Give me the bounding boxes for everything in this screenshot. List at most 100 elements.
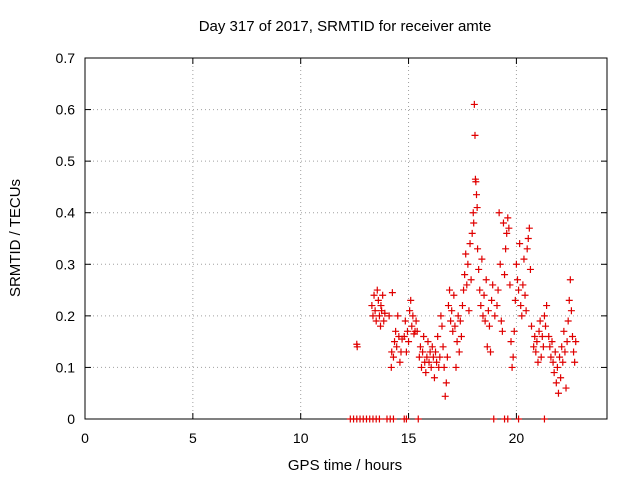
data-point <box>377 322 385 330</box>
data-point <box>473 204 481 212</box>
data-point <box>513 276 521 284</box>
data-point <box>499 219 507 227</box>
data-point <box>533 338 541 346</box>
data-point <box>504 214 512 222</box>
data-point <box>430 374 438 382</box>
data-point <box>484 307 492 315</box>
data-point <box>387 363 395 371</box>
data-point <box>461 271 469 279</box>
data-point <box>478 255 486 263</box>
data-point <box>552 379 560 387</box>
data-point <box>439 343 447 351</box>
data-point <box>389 353 397 361</box>
data-point <box>455 348 463 356</box>
data-point <box>423 353 431 361</box>
data-point <box>405 338 413 346</box>
data-point <box>402 415 410 423</box>
data-point <box>507 338 515 346</box>
x-tick-label: 15 <box>401 430 417 446</box>
data-point <box>419 348 427 356</box>
data-point <box>453 338 461 346</box>
data-point <box>494 286 502 294</box>
data-point <box>442 379 450 387</box>
y-tick-label: 0.4 <box>56 205 76 221</box>
data-point <box>561 348 569 356</box>
data-point <box>391 338 399 346</box>
data-point <box>549 358 557 366</box>
data-point <box>373 286 381 294</box>
data-point <box>463 281 471 289</box>
data-point <box>550 369 558 377</box>
data-point <box>392 327 400 335</box>
data-point <box>458 302 466 310</box>
data-point <box>380 317 388 325</box>
data-point <box>559 358 567 366</box>
data-point <box>557 374 565 382</box>
y-tick-label: 0.3 <box>56 256 76 272</box>
data-point <box>565 296 573 304</box>
data-point <box>449 327 457 335</box>
chart-title: Day 317 of 2017, SRMTID for receiver amt… <box>199 18 492 35</box>
data-point <box>433 358 441 366</box>
data-point <box>432 348 440 356</box>
data-point <box>516 240 524 248</box>
data-point <box>487 348 495 356</box>
data-point <box>474 245 482 253</box>
data-point <box>531 332 539 340</box>
data-point <box>456 317 464 325</box>
data-point <box>493 302 501 310</box>
data-point <box>509 353 517 361</box>
data-point <box>545 332 553 340</box>
data-point <box>543 302 551 310</box>
data-point <box>564 317 572 325</box>
data-point <box>396 358 404 366</box>
data-point <box>401 317 409 325</box>
data-point <box>457 332 465 340</box>
data-point <box>436 353 444 361</box>
data-point <box>488 296 496 304</box>
x-tick-label: 10 <box>293 430 309 446</box>
data-point <box>388 289 396 297</box>
data-point <box>428 343 436 351</box>
data-point <box>420 332 428 340</box>
data-point <box>489 281 497 289</box>
data-point <box>517 302 525 310</box>
data-point <box>491 312 499 320</box>
data-point <box>535 327 543 335</box>
data-point <box>523 245 531 253</box>
data-point <box>534 358 542 366</box>
data-point <box>466 240 474 248</box>
data-point <box>409 312 417 320</box>
data-point <box>480 291 488 299</box>
data-point <box>511 296 519 304</box>
data-point <box>483 343 491 351</box>
data-point <box>465 307 473 315</box>
data-point <box>540 415 548 423</box>
data-point <box>495 209 503 217</box>
data-point <box>371 307 379 315</box>
data-point <box>566 276 574 284</box>
data-point <box>370 291 378 299</box>
data-point <box>389 415 397 423</box>
data-point <box>467 276 475 284</box>
data-point <box>464 260 472 268</box>
data-point <box>400 332 408 340</box>
data-point <box>408 322 416 330</box>
data-point <box>416 343 424 351</box>
data-point <box>448 307 456 315</box>
x-tick-label: 5 <box>189 430 197 446</box>
data-point <box>417 363 425 371</box>
data-point <box>485 322 493 330</box>
data-point <box>510 327 518 335</box>
data-point <box>571 358 579 366</box>
data-point <box>560 327 568 335</box>
data-point <box>562 384 570 392</box>
data-point <box>496 260 504 268</box>
data-point <box>521 291 529 299</box>
data-point <box>407 296 415 304</box>
data-point <box>375 415 383 423</box>
data-point <box>469 209 477 217</box>
x-tick-label: 0 <box>81 430 89 446</box>
data-point <box>542 322 550 330</box>
